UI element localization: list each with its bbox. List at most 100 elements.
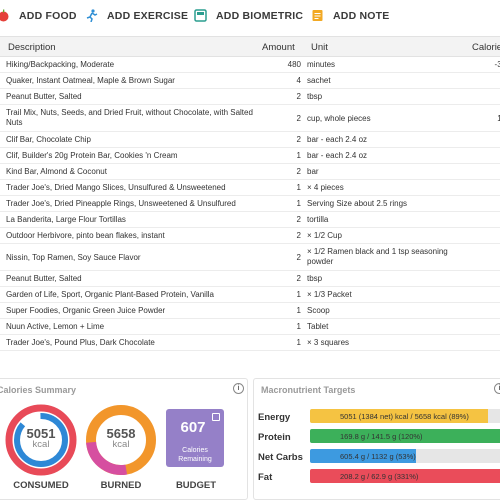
add-note-button[interactable]: ADD NOTE (311, 9, 389, 22)
diary-table: Description Amount Unit Calories Hiking/… (0, 36, 500, 371)
row-calories: 120 (475, 183, 500, 192)
table-row[interactable]: Trader Joe's, Dried Mango Slices, Unsulf… (0, 180, 500, 196)
add-food-button[interactable]: ADD FOOD (0, 9, 77, 22)
burned-ring (86, 405, 156, 475)
row-amount: 2 (296, 135, 301, 144)
row-unit: Scoop (307, 306, 330, 315)
row-description: Peanut Butter, Salted (6, 92, 82, 101)
row-amount: 2 (296, 253, 301, 262)
row-amount: 1 (296, 199, 301, 208)
macro-label: Protein (258, 432, 291, 443)
row-description: La Banderita, Large Flour Tortillas (6, 215, 126, 224)
calories-summary-panel: Calories Summary i 5051 kcal CONSUMED 56… (0, 378, 248, 500)
macro-progress-bar: 208.2 g / 62.9 g (331%) (310, 469, 500, 483)
table-row[interactable]: Nissin, Top Ramen, Soy Sauce Flavor 2 × 1/… (0, 244, 500, 271)
row-calories: 28 (475, 306, 500, 315)
row-unit: × 4 pieces (307, 183, 344, 192)
budget-card: 607 Calories Remaining (166, 409, 224, 467)
column-header-amount[interactable]: Amount (262, 42, 295, 53)
consumed-caption: CONSUMED (13, 480, 69, 491)
add-exercise-button[interactable]: ADD EXERCISE (85, 9, 189, 23)
macro-row-protein: Protein 169.8 g / 141.5 g (120%) (258, 429, 500, 445)
table-row[interactable]: Trader Joe's, Pound Plus, Dark Chocolate… (0, 335, 500, 351)
column-header-unit[interactable]: Unit (311, 42, 328, 53)
burned-caption: BURNED (100, 480, 142, 491)
table-row[interactable]: Kind Bar, Almond & Coconut 2 bar 380 (0, 164, 500, 180)
table-row[interactable]: Nuun Active, Lemon + Lime 1 Tablet 15 (0, 319, 500, 335)
table-row[interactable]: Clif Bar, Chocolate Chip 2 bar - each 2.4 … (0, 132, 500, 148)
row-amount: 2 (296, 274, 301, 283)
row-description: Quaker, Instant Oatmeal, Maple & Brown S… (6, 76, 175, 85)
table-row[interactable]: Hiking/Backpacking, Moderate 480 minutes -3… (0, 57, 500, 73)
row-description: Trail Mix, Nuts, Seeds, and Dried Fruit,… (6, 108, 253, 127)
row-description: Garden of Life, Sport, Organic Plant-Bas… (6, 290, 214, 299)
row-unit: minutes (307, 60, 336, 69)
macronutrient-targets-panel: Macronutrient Targets i Energy 5051 (1384… (253, 378, 500, 500)
macro-targets-title: Macronutrient Targets (261, 385, 356, 395)
row-unit: Serving Size about 2.5 rings (307, 199, 408, 208)
macro-label: Energy (258, 412, 291, 423)
row-description: Kind Bar, Almond & Coconut (6, 167, 107, 176)
macro-label: Net Carbs (258, 452, 303, 463)
column-header-description[interactable]: Description (8, 42, 56, 53)
row-calories: 160 (475, 338, 500, 347)
row-calories: 192 (475, 274, 500, 283)
row-unit: cup, whole pieces (307, 114, 371, 123)
burned-value: 5658 (106, 426, 136, 441)
table-row[interactable]: Outdoor Herbivore, pinto bean flakes, in… (0, 228, 500, 244)
table-row[interactable]: Trail Mix, Nuts, Seeds, and Dried Fruit,… (0, 105, 500, 132)
table-row[interactable]: Peanut Butter, Salted 2 tbsp 192 (0, 89, 500, 105)
row-unit: tbsp (307, 92, 323, 101)
row-calories: 300 (475, 231, 500, 240)
row-description: Nissin, Top Ramen, Soy Sauce Flavor (6, 253, 141, 262)
add-food-label: ADD FOOD (19, 9, 77, 22)
table-row[interactable]: Quaker, Instant Oatmeal, Maple & Brown S… (0, 73, 500, 89)
row-calories: 380 (475, 167, 500, 176)
macro-row-fat: Fat 208.2 g / 62.9 g (331%) (258, 469, 500, 485)
row-unit: Tablet (307, 322, 329, 331)
row-amount: 2 (296, 231, 301, 240)
budget-caption: BUDGET (175, 480, 217, 491)
budget-label-line-2: Remaining (178, 456, 212, 463)
add-biometric-button[interactable]: ADD BIOMETRIC (194, 9, 303, 22)
table-header: Description Amount Unit Calories (0, 36, 500, 57)
row-amount: 2 (296, 114, 301, 123)
macro-progress-bar: 169.8 g / 141.5 g (120%) (310, 429, 500, 443)
table-row[interactable]: La Banderita, Large Flour Tortillas 2 tort… (0, 212, 500, 228)
row-calories: -3667 (494, 60, 500, 69)
macro-progress-text: 605.4 g / 1132 g (53%) (340, 452, 416, 461)
row-description: Hiking/Backpacking, Moderate (6, 60, 115, 69)
table-row[interactable]: Super Foodies, Organic Green Juice Powde… (0, 303, 500, 319)
row-description: Outdoor Herbivore, pinto bean flakes, in… (6, 231, 165, 240)
row-description: Trader Joe's, Dried Mango Slices, Unsulf… (6, 183, 226, 192)
table-row[interactable]: Clif, Builder's 20g Protein Bar, Cookies… (0, 148, 500, 164)
row-description: Trader Joe's, Pound Plus, Dark Chocolate (6, 338, 155, 347)
action-bar: ADD FOOD ADD EXERCISE ADD BIOMETRIC ADD … (0, 0, 500, 34)
row-description: Peanut Butter, Salted (6, 274, 82, 283)
row-description: Clif, Builder's 20g Protein Bar, Cookies… (6, 151, 178, 160)
row-calories: 268 (475, 151, 500, 160)
consumed-unit: kcal (32, 439, 50, 450)
budget-label-line-1: Calories (182, 447, 208, 454)
table-row[interactable]: Trader Joe's, Dried Pineapple Rings, Uns… (0, 196, 500, 212)
scale-icon (194, 9, 207, 22)
table-row[interactable]: Garden of Life, Sport, Organic Plant-Bas… (0, 287, 500, 303)
row-calories: 482 (475, 135, 500, 144)
row-amount: 1 (296, 183, 301, 192)
row-amount: 1 (296, 322, 301, 331)
apple-icon (0, 9, 10, 22)
macro-row-net-carbs: Net Carbs 605.4 g / 1132 g (53%) (258, 449, 500, 465)
info-icon[interactable]: i (233, 383, 244, 394)
info-icon[interactable]: i (494, 383, 500, 394)
row-calories: 1386 (497, 114, 500, 123)
note-icon (311, 9, 324, 22)
row-calories: 160 (475, 290, 500, 299)
row-amount: 2 (296, 215, 301, 224)
macro-progress-fill (310, 429, 500, 443)
table-row[interactable]: Peanut Butter, Salted 2 tbsp 192 (0, 271, 500, 287)
row-amount: 1 (296, 290, 301, 299)
consumed-value: 5051 (26, 426, 56, 441)
add-exercise-label: ADD EXERCISE (107, 9, 189, 22)
column-header-calories[interactable]: Calories (472, 42, 500, 53)
row-description: Nuun Active, Lemon + Lime (6, 322, 105, 331)
